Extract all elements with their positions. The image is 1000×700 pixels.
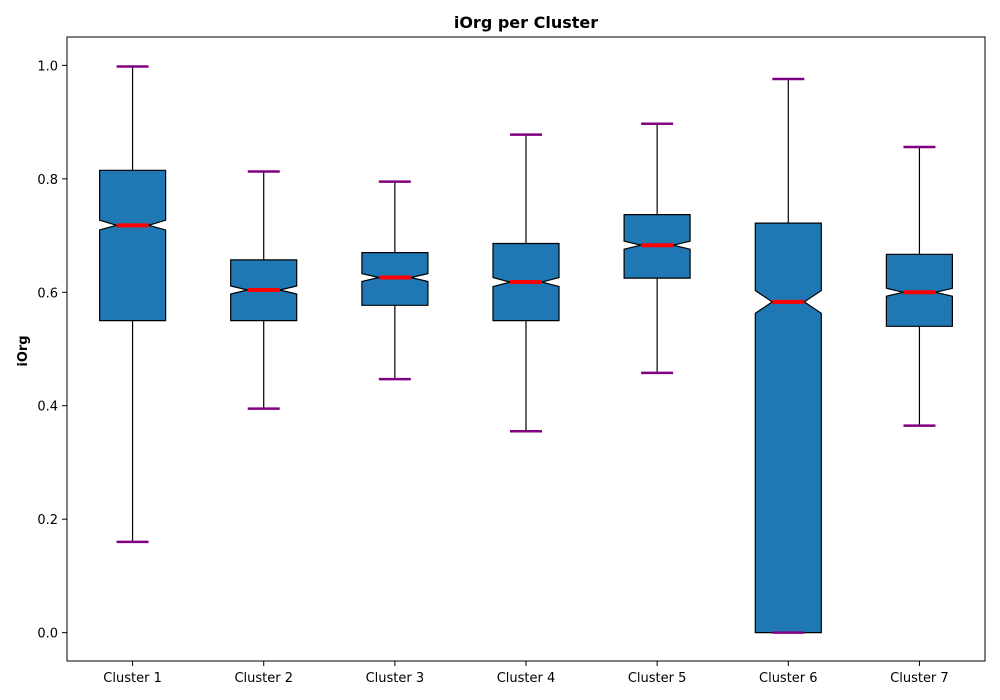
x-tick-label: Cluster 1	[103, 671, 162, 686]
chart-title: iOrg per Cluster	[454, 13, 598, 32]
axes-layer: 0.0 0.2 0.4 0.6 0.8 1.0 Cluster 1 Cluster 2 Clus…	[37, 36, 986, 686]
x-tick-label: Cluster 3	[366, 671, 425, 686]
box-group	[98, 65, 167, 544]
box	[98, 169, 167, 322]
box-group	[885, 145, 954, 427]
y-tick-label: 1.0	[37, 59, 58, 74]
x-tick-label: Cluster 6	[759, 671, 818, 686]
box-group	[623, 122, 691, 375]
y-axis-label: iOrg	[16, 335, 31, 366]
y-tick-label: 0.4	[37, 400, 58, 415]
box-group	[361, 180, 429, 381]
box-group	[492, 133, 560, 433]
y-tick-label: 0.8	[37, 173, 58, 188]
y-tick-label: 0.0	[37, 627, 58, 642]
box-group	[230, 170, 298, 410]
y-tick-label: 0.2	[37, 513, 58, 528]
y-tick-label: 0.6	[37, 286, 58, 301]
x-tick-label: Cluster 2	[234, 671, 293, 686]
x-tick-label: Cluster 4	[497, 671, 556, 686]
x-tick-label: Cluster 5	[628, 671, 687, 686]
box-group	[754, 77, 822, 634]
box	[754, 222, 822, 634]
x-tick-label: Cluster 7	[890, 671, 949, 686]
boxes-layer	[98, 65, 954, 634]
